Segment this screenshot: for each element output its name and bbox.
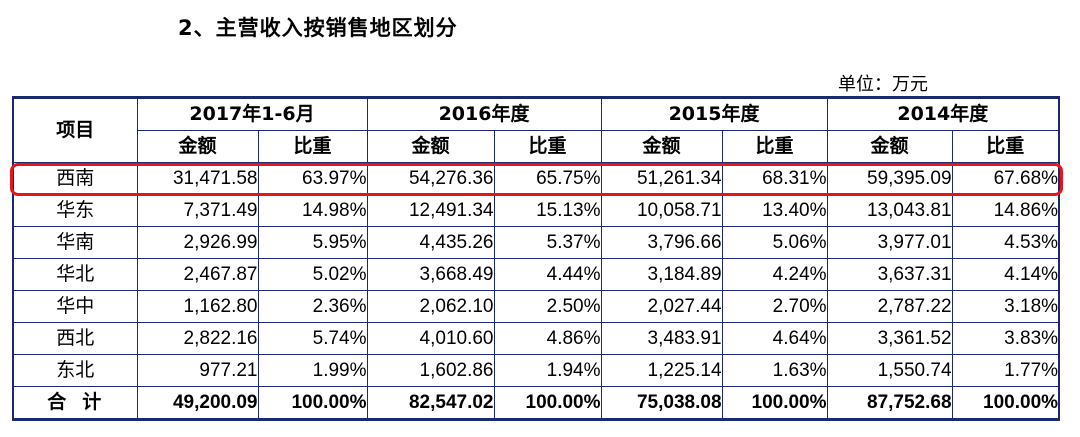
amount-cell: 2,027.44 — [600, 290, 723, 323]
ratio-cell: 14.98% — [257, 194, 368, 227]
table-row: 华南 2,926.99 5.95% 4,435.26 5.37% 3,796.66 5.06… — [12, 226, 1060, 259]
amount-cell: 2,062.10 — [366, 290, 495, 323]
period-header: 2016年度 — [366, 97, 602, 131]
amount-cell: 82,547.02 — [366, 386, 495, 420]
header-row-subcolumns: 金额 比重 金额 比重 金额 比重 金额 比重 — [13, 130, 1060, 163]
amount-header: 金额 — [366, 130, 495, 163]
ratio-cell: 3.83% — [951, 322, 1060, 355]
period-header: 2014年度 — [826, 97, 1060, 131]
ratio-cell: 5.02% — [257, 258, 368, 291]
region-cell: 华中 — [12, 290, 138, 323]
ratio-cell: 14.86% — [951, 194, 1060, 227]
amount-cell: 3,977.01 — [826, 226, 953, 259]
ratio-cell: 4.53% — [951, 226, 1060, 259]
ratio-cell: 4.86% — [493, 322, 602, 355]
period-header: 2015年度 — [600, 97, 828, 131]
table-row: 华北 2,467.87 5.02% 3,668.49 4.44% 3,184.89 4.24… — [12, 258, 1060, 291]
amount-cell: 31,471.58 — [136, 162, 259, 195]
amount-cell: 1,550.74 — [826, 354, 953, 387]
ratio-cell: 100.00% — [493, 386, 602, 420]
table-row: 华中 1,162.80 2.36% 2,062.10 2.50% 2,027.44 2.70… — [12, 290, 1060, 323]
amount-cell: 54,276.36 — [366, 162, 495, 195]
amount-cell: 59,395.09 — [826, 162, 953, 195]
amount-cell: 51,261.34 — [600, 162, 723, 195]
item-header: 项目 — [12, 97, 138, 163]
ratio-cell: 3.18% — [951, 290, 1060, 323]
amount-cell: 1,162.80 — [136, 290, 259, 323]
ratio-cell: 5.95% — [257, 226, 368, 259]
amount-cell: 49,200.09 — [136, 386, 259, 420]
ratio-cell: 2.70% — [721, 290, 828, 323]
region-cell: 东北 — [12, 354, 138, 387]
ratio-cell: 1.63% — [721, 354, 828, 387]
ratio-cell: 5.06% — [721, 226, 828, 259]
unit-label: 单位：万元 — [838, 74, 928, 95]
region-cell: 华北 — [12, 258, 138, 291]
ratio-header: 比重 — [721, 130, 828, 163]
ratio-cell: 4.44% — [493, 258, 602, 291]
ratio-cell: 1.94% — [493, 354, 602, 387]
ratio-cell: 65.75% — [493, 162, 602, 195]
ratio-header: 比重 — [951, 130, 1060, 163]
ratio-cell: 15.13% — [493, 194, 602, 227]
ratio-cell: 100.00% — [257, 386, 368, 420]
amount-cell: 2,926.99 — [136, 226, 259, 259]
amount-cell: 977.21 — [136, 354, 259, 387]
header-row-periods: 项目 2017年1-6月 2016年度 2015年度 2014年度 — [12, 97, 1060, 163]
amount-cell: 3,184.89 — [600, 258, 723, 291]
ratio-cell: 2.50% — [493, 290, 602, 323]
region-cell: 西南 — [12, 162, 138, 195]
amount-cell: 12,491.34 — [366, 194, 495, 227]
amount-cell: 3,796.66 — [600, 226, 723, 259]
ratio-cell: 63.97% — [257, 162, 368, 195]
table-row: 西南 31,471.58 63.97% 54,276.36 65.75% 51,261.3… — [12, 162, 1060, 195]
ratio-cell: 68.31% — [721, 162, 828, 195]
ratio-cell: 100.00% — [721, 386, 828, 420]
amount-header: 金额 — [826, 130, 953, 163]
table-row: 西北 2,822.16 5.74% 4,010.60 4.86% 3,483.91 4.64… — [12, 322, 1060, 355]
ratio-cell: 4.14% — [951, 258, 1060, 291]
table-row: 华东 7,371.49 14.98% 12,491.34 15.13% 10,058.71… — [12, 194, 1060, 227]
total-label: 合计 — [12, 386, 138, 420]
period-header: 2017年1-6月 — [136, 97, 368, 131]
amount-cell: 2,467.87 — [136, 258, 259, 291]
region-cell: 华东 — [12, 194, 138, 227]
region-cell: 西北 — [12, 322, 138, 355]
table-row: 东北 977.21 1.99% 1,602.86 1.94% 1,225.14 1.63% 1… — [12, 354, 1060, 387]
amount-cell: 13,043.81 — [826, 194, 953, 227]
amount-header: 金额 — [136, 130, 259, 163]
ratio-header: 比重 — [493, 130, 602, 163]
ratio-header: 比重 — [257, 130, 368, 163]
section-heading: 2、主营收入按销售地区划分 — [178, 16, 458, 40]
amount-cell: 4,435.26 — [366, 226, 495, 259]
amount-cell: 3,668.49 — [366, 258, 495, 291]
ratio-cell: 5.37% — [493, 226, 602, 259]
ratio-cell: 100.00% — [951, 386, 1060, 420]
ratio-cell: 67.68% — [951, 162, 1060, 195]
amount-cell: 1,602.86 — [366, 354, 495, 387]
amount-cell: 3,637.31 — [826, 258, 953, 291]
ratio-cell: 4.24% — [721, 258, 828, 291]
amount-cell: 75,038.08 — [600, 386, 723, 420]
amount-cell: 2,822.16 — [136, 322, 259, 355]
amount-cell: 2,787.22 — [826, 290, 953, 323]
amount-cell: 3,361.52 — [826, 322, 953, 355]
amount-cell: 3,483.91 — [600, 322, 723, 355]
ratio-cell: 1.99% — [257, 354, 368, 387]
amount-header: 金额 — [600, 130, 723, 163]
ratio-cell: 1.77% — [951, 354, 1060, 387]
amount-cell: 4,010.60 — [366, 322, 495, 355]
amount-cell: 10,058.71 — [600, 194, 723, 227]
amount-cell: 87,752.68 — [826, 386, 953, 420]
ratio-cell: 4.64% — [721, 322, 828, 355]
region-cell: 华南 — [12, 226, 138, 259]
total-row: 合计 49,200.09 100.00% 82,547.02 100.00% 75,038… — [12, 386, 1060, 420]
ratio-cell: 5.74% — [257, 322, 368, 355]
revenue-by-region-table: 项目 2017年1-6月 2016年度 2015年度 2014年度 金额 比重 … — [12, 96, 1061, 421]
ratio-cell: 13.40% — [721, 194, 828, 227]
amount-cell: 7,371.49 — [136, 194, 259, 227]
amount-cell: 1,225.14 — [600, 354, 723, 387]
ratio-cell: 2.36% — [257, 290, 368, 323]
